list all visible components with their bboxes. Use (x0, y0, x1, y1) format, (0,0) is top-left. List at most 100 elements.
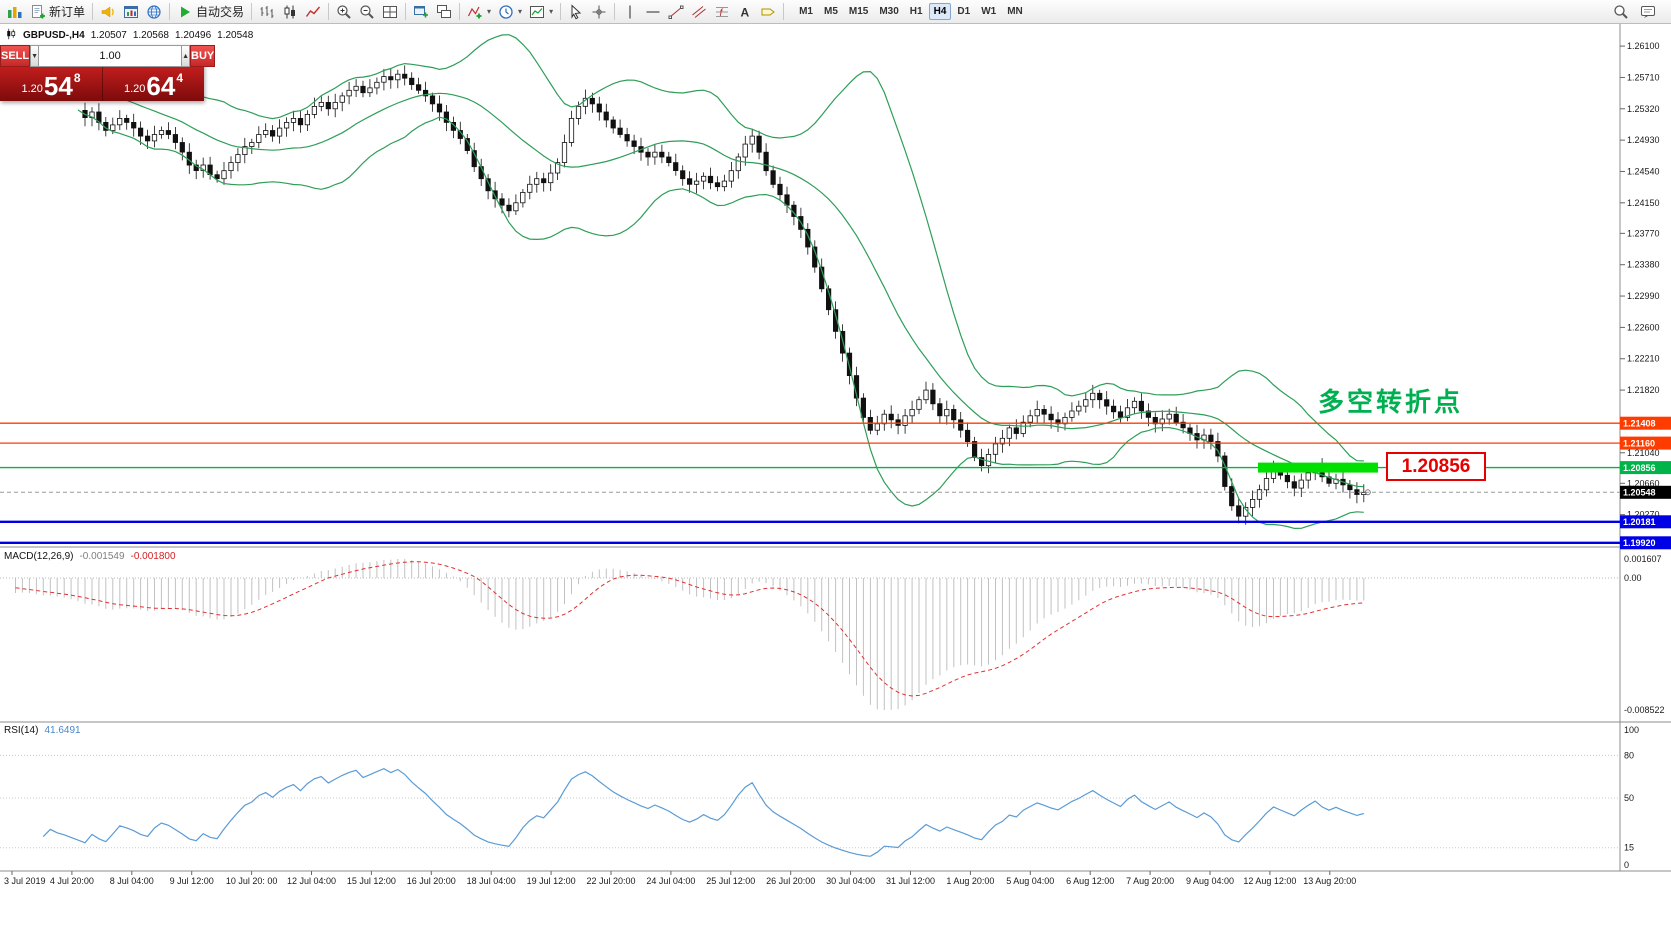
chart-annotation: 多空转折点 (1318, 387, 1464, 417)
autotrading-button[interactable]: 自动交易 (174, 2, 247, 21)
zoom-out-icon[interactable] (356, 3, 378, 21)
periods-button[interactable]: ▾ (495, 3, 525, 21)
sell-button[interactable]: SELL (0, 45, 31, 67)
ask-price-prefix: 1.20 (123, 83, 146, 95)
bid-price-box[interactable]: 1.20 54 8 (0, 67, 102, 101)
x-axis-label: 10 Jul 20: 00 (226, 876, 278, 886)
toolbar-right-group (1610, 3, 1659, 21)
ask-price-box[interactable]: 1.20 64 4 (102, 67, 204, 101)
cascade-windows-icon[interactable] (433, 3, 455, 21)
toolbar-separator (328, 3, 330, 20)
x-axis-label: 24 Jul 04:00 (646, 876, 695, 886)
macd-axis-label: 0.00 (1624, 573, 1642, 583)
last-price-marker (1364, 489, 1371, 496)
buy-button-label: BUY (191, 50, 215, 62)
toolbar-separator (169, 3, 171, 20)
x-axis-label: 4 Jul 20:00 (50, 876, 94, 886)
timeframe-m30[interactable]: M30 (879, 6, 899, 17)
level-highlight-box[interactable] (1258, 462, 1378, 473)
rsi-label-row: RSI(14) 41.6491 (4, 725, 81, 736)
rsi-axis-label: 0 (1624, 860, 1629, 870)
templates-button[interactable]: ▾ (526, 3, 556, 21)
chevron-down-icon: ▾ (518, 7, 523, 16)
volume-input[interactable] (39, 45, 182, 67)
rsi-axis-label: 80 (1624, 750, 1634, 760)
y-axis-tick-label: 1.24150 (1627, 198, 1660, 208)
timeframe-mn[interactable]: MN (1007, 6, 1023, 17)
toolbar-separator (405, 3, 407, 20)
note-icon[interactable] (1637, 3, 1659, 21)
rsi-axis-label: 100 (1624, 725, 1639, 735)
bollinger-band (77, 109, 1364, 530)
macd-main-value: -0.001549 (79, 551, 125, 562)
x-axis-label: 9 Jul 12:00 (170, 876, 214, 886)
rsi-axis-label: 50 (1624, 793, 1634, 803)
one-click-trading-panel: SELL ▼ ▲ BUY 1.20 54 8 1.20 64 4 (0, 45, 216, 101)
indicators-button[interactable]: ▾ (464, 3, 494, 21)
timeframe-h1[interactable]: H1 (909, 6, 923, 17)
x-axis-label: 3 Jul 2019 (4, 876, 46, 886)
label-icon[interactable] (757, 3, 779, 21)
trendline-icon[interactable] (665, 3, 687, 21)
y-axis-tick-label: 1.24540 (1627, 166, 1660, 176)
price-axis-tag-label: 1.20856 (1623, 463, 1656, 473)
ohlc-high: 1.20568 (132, 30, 169, 41)
cursor-icon[interactable] (565, 3, 587, 21)
timeframe-m5[interactable]: M5 (823, 6, 838, 17)
toolbar-separator (459, 3, 461, 20)
rsi-value: 41.6491 (44, 725, 81, 736)
tile-windows-icon[interactable] (379, 3, 401, 21)
channel-icon[interactable] (688, 3, 710, 21)
timeframe-m15[interactable]: M15 (848, 6, 869, 17)
chevron-down-icon: ▾ (487, 7, 492, 16)
new-order-button[interactable]: 新订单 (27, 2, 88, 21)
x-axis-label: 5 Aug 04:00 (1006, 876, 1054, 886)
x-axis-label: 13 Aug 20:00 (1303, 876, 1356, 886)
charts-icon[interactable] (120, 3, 142, 21)
y-axis-tick-label: 1.22990 (1627, 291, 1660, 301)
y-axis-tick-label: 1.21040 (1627, 448, 1660, 458)
bars-icon[interactable] (256, 3, 278, 21)
y-axis-tick-label: 1.25320 (1627, 104, 1660, 114)
macd-histogram (15, 559, 1365, 710)
x-axis-label: 31 Jul 12:00 (886, 876, 935, 886)
timeframe-d1[interactable]: D1 (957, 6, 971, 17)
bollinger-band (77, 34, 1364, 462)
price-axis-tag (1620, 515, 1671, 529)
candlesticks (82, 65, 1367, 525)
timeframe-m1[interactable]: M1 (799, 6, 813, 17)
x-axis-label: 12 Aug 12:00 (1243, 876, 1296, 886)
templates-icon (529, 4, 545, 20)
x-axis-label: 12 Jul 04:00 (287, 876, 336, 886)
volume-decrease-button[interactable]: ▼ (30, 45, 40, 67)
text-icon[interactable]: A (734, 3, 756, 21)
periods-icon (498, 4, 514, 20)
new-window-icon[interactable] (410, 3, 432, 21)
chart-ohlc-header: GBPUSD-,H4 1.20507 1.20568 1.20496 1.205… (5, 28, 253, 43)
candles-icon[interactable] (279, 3, 301, 21)
hline-icon[interactable] (642, 3, 664, 21)
macd-label-row: MACD(12,26,9) -0.001549 -0.001800 (4, 551, 176, 562)
buy-button[interactable]: BUY (190, 45, 216, 67)
fibonacci-icon[interactable]: f (711, 3, 733, 21)
app-icon (4, 3, 26, 21)
zoom-in-icon[interactable] (333, 3, 355, 21)
x-axis-label: 6 Aug 12:00 (1066, 876, 1114, 886)
volume-increase-button[interactable]: ▲ (181, 45, 190, 67)
timeframe-w1[interactable]: W1 (981, 6, 997, 17)
alerts-icon[interactable] (97, 3, 119, 21)
ohlc-close: 1.20548 (217, 30, 254, 41)
macd-signal-value: -0.001800 (130, 551, 176, 562)
line-chart-icon[interactable] (302, 3, 324, 21)
y-axis-tick-label: 1.23380 (1627, 260, 1660, 270)
toolbar-separator (251, 3, 253, 20)
search-icon[interactable] (1610, 3, 1632, 21)
rsi-axis-label: 15 (1624, 843, 1634, 853)
ohlc-low: 1.20496 (175, 30, 212, 41)
new-order-icon (30, 4, 46, 20)
vline-icon[interactable] (619, 3, 641, 21)
globe-icon[interactable] (143, 3, 165, 21)
timeframe-h4[interactable]: H4 (928, 3, 952, 20)
crosshair-icon[interactable] (588, 3, 610, 21)
